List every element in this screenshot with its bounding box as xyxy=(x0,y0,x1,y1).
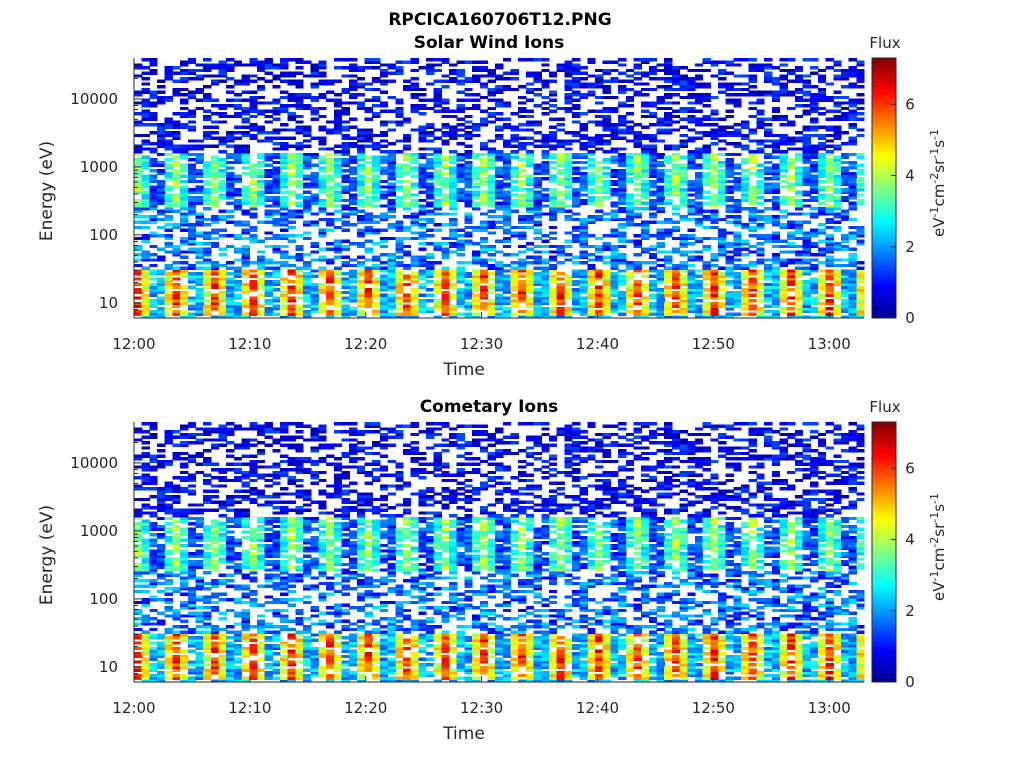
colorbar xyxy=(872,58,896,319)
colorbar-label: eV-1cm-2sr-1s-1 xyxy=(928,493,948,601)
colorbar-tick-label: 4 xyxy=(905,531,915,549)
colorbar-frame xyxy=(871,421,897,683)
y-tick-label: 100 xyxy=(89,590,118,608)
y-tick-label: 10 xyxy=(99,294,118,312)
colorbar-frame xyxy=(871,57,897,319)
colorbar-tick-label: 0 xyxy=(905,309,915,327)
y-tick-label: 10000 xyxy=(70,454,118,472)
x-tick-label: 13:00 xyxy=(808,699,851,717)
x-tick-label: 12:20 xyxy=(344,699,387,717)
x-axis-label: Time xyxy=(442,360,485,380)
x-tick-label: 12:00 xyxy=(112,699,155,717)
colorbar-label: eV-1cm-2sr-1s-1 xyxy=(928,129,948,237)
y-tick-label: 100 xyxy=(89,226,118,244)
y-tick-label: 1000 xyxy=(80,158,118,176)
colorbar-tick-label: 2 xyxy=(905,238,915,256)
x-tick-label: 12:50 xyxy=(692,335,735,353)
x-tick-label: 12:00 xyxy=(112,335,155,353)
panel-title: Solar Wind Ions xyxy=(414,33,565,53)
x-tick-label: 12:10 xyxy=(228,699,271,717)
panel-bottom: Cometary Ions 12:00 12:10 12:20 12:30 12:40 12… xyxy=(37,397,948,744)
x-tick-label: 12:40 xyxy=(576,699,619,717)
y-tick-label: 10 xyxy=(99,658,118,676)
heatmap-cells xyxy=(134,58,865,319)
figure-title: RPCICA160706T12.PNG xyxy=(388,10,611,30)
x-tick-label: 13:00 xyxy=(808,335,851,353)
colorbar-tick-label: 6 xyxy=(905,95,915,113)
x-tick-label: 12:30 xyxy=(460,699,503,717)
colorbar-title: Flux xyxy=(869,398,900,416)
x-tick-label: 12:10 xyxy=(228,335,271,353)
x-tick-label: 12:30 xyxy=(460,335,503,353)
panel-title: Cometary Ions xyxy=(420,397,559,417)
colorbar-title: Flux xyxy=(869,34,900,52)
y-tick-label: 1000 xyxy=(80,522,118,540)
x-tick-label: 12:50 xyxy=(692,699,735,717)
heatmap-cells xyxy=(134,422,865,683)
colorbar-tick-label: 6 xyxy=(905,459,915,477)
y-axis-label: Energy (eV) xyxy=(37,141,57,241)
colorbar-tick-label: 2 xyxy=(905,602,915,620)
x-axis-label: Time xyxy=(442,724,485,744)
x-tick-label: 12:20 xyxy=(344,335,387,353)
y-tick-label: 10000 xyxy=(70,90,118,108)
y-axis-label: Energy (eV) xyxy=(37,505,57,605)
colorbar-tick-label: 4 xyxy=(905,167,915,185)
colorbar xyxy=(872,422,896,683)
x-tick-label: 12:40 xyxy=(576,335,619,353)
colorbar-tick-label: 0 xyxy=(905,673,915,691)
panel-top: Solar Wind Ions 12:00 12:10 12:20 12:30 12:40… xyxy=(37,33,948,380)
